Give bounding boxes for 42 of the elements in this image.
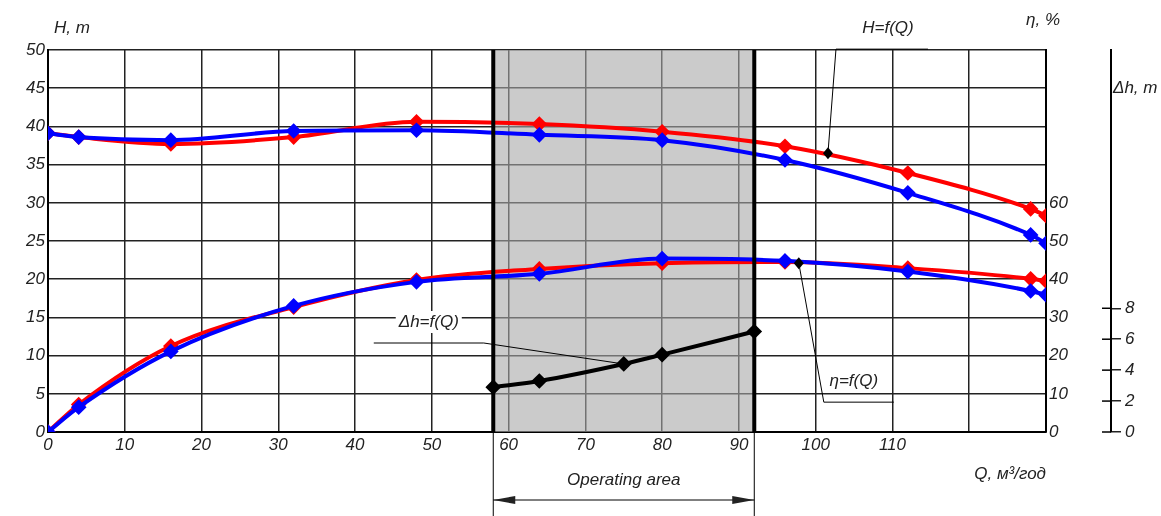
- x-tick-label: 110: [878, 434, 907, 454]
- y3-tick-label: 8: [1125, 298, 1135, 318]
- y-tick-label: 30: [26, 192, 46, 212]
- y-axis-title: H, m: [54, 17, 90, 37]
- y-tick-label: 35: [26, 154, 46, 174]
- band-label: Operating area: [567, 469, 681, 489]
- x-axis-title: Q, м³/год: [974, 463, 1046, 483]
- y2-tick-label: 20: [1048, 345, 1069, 365]
- annotation: η=f(Q): [829, 370, 879, 390]
- y-tick-label: 45: [26, 77, 46, 97]
- x-tick-label: 80: [652, 434, 673, 454]
- x-tick-label: 50: [422, 434, 442, 454]
- y-tick-label: 50: [26, 39, 46, 59]
- x-tick-label: 20: [191, 434, 212, 454]
- y2-tick-label: 40: [1049, 268, 1069, 288]
- x-tick-label: 70: [575, 434, 596, 454]
- y-tick-label: 40: [26, 116, 46, 136]
- x-tick-label: 10: [115, 434, 135, 454]
- y2-tick-label: 30: [1049, 307, 1069, 327]
- y-tick-label: 5: [35, 383, 46, 403]
- y2-tick-label: 50: [1049, 230, 1069, 250]
- y3-tick-label: 2: [1124, 390, 1135, 410]
- y2-tick-label: 60: [1049, 192, 1069, 212]
- x-tick-label: 100: [801, 434, 831, 454]
- y2-tick-label: 10: [1049, 383, 1069, 403]
- x-tick-label: 40: [345, 434, 366, 454]
- y-tick-label: 20: [25, 268, 46, 288]
- annotation: Δh=f(Q): [397, 311, 459, 331]
- y2-axis-title: η, %: [1026, 9, 1060, 29]
- y3-tick-label: 6: [1125, 328, 1135, 348]
- y3-tick-label: 0: [1125, 421, 1135, 441]
- y2-tick-label: 0: [1049, 421, 1059, 441]
- y-tick-label: 10: [26, 345, 46, 365]
- x-tick-label: 90: [729, 434, 749, 454]
- y-tick-label: 25: [25, 230, 46, 250]
- annotation: H=f(Q): [862, 17, 914, 37]
- x-tick-label: 30: [268, 434, 289, 454]
- y-tick-label: 0: [35, 421, 46, 441]
- y3-axis-title: Δh, m: [1112, 77, 1158, 97]
- y-tick-label: 15: [26, 307, 46, 327]
- y3-tick-label: 4: [1125, 359, 1135, 379]
- x-tick-label: 60: [499, 434, 519, 454]
